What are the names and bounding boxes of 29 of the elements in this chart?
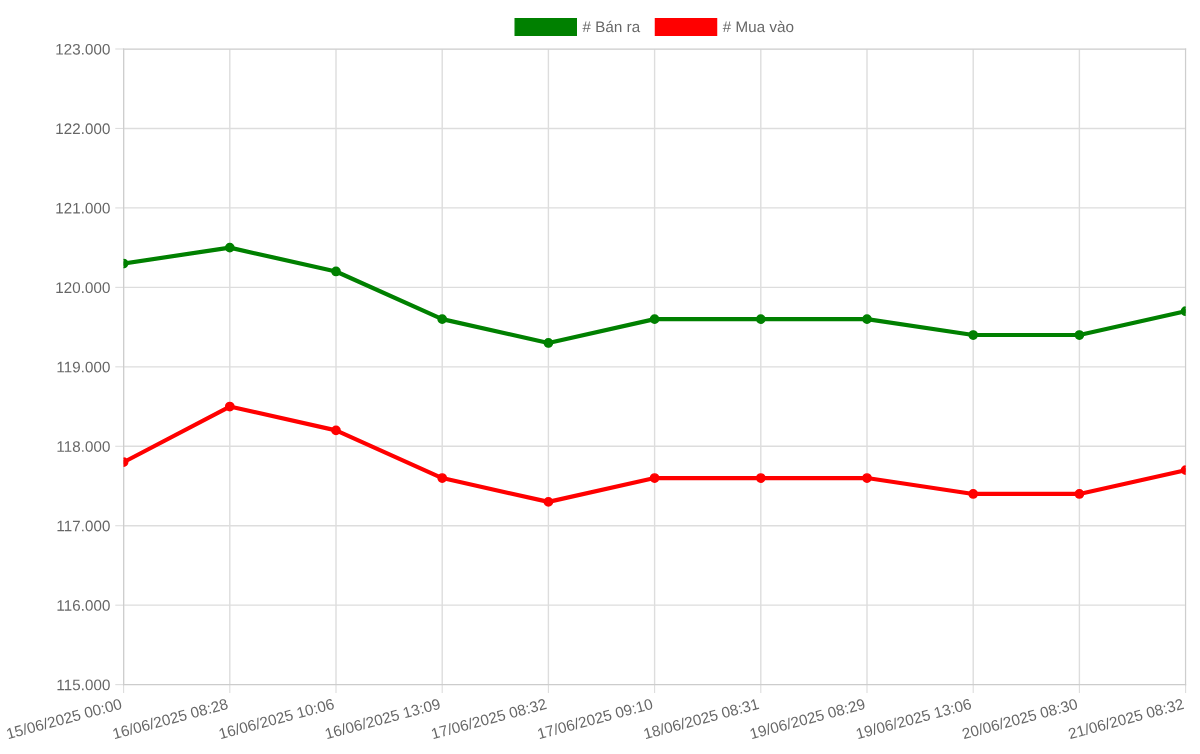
point bbox=[437, 473, 448, 483]
y-tick-label: 116.000 bbox=[57, 600, 110, 611]
point bbox=[543, 338, 554, 348]
point bbox=[1074, 330, 1085, 340]
point bbox=[437, 314, 448, 325]
y-tick-label: 119.000 bbox=[57, 361, 110, 373]
point bbox=[862, 473, 872, 483]
point bbox=[1074, 489, 1085, 499]
y-tick-label: 115.000 bbox=[57, 679, 110, 691]
point bbox=[862, 314, 872, 325]
point bbox=[649, 314, 660, 325]
point bbox=[968, 330, 979, 340]
y-tick-label: 123.000 bbox=[56, 43, 110, 55]
y-tick-label: 121.000 bbox=[56, 202, 110, 214]
point bbox=[968, 489, 979, 499]
point bbox=[755, 314, 766, 325]
point bbox=[755, 473, 766, 483]
point bbox=[331, 266, 341, 277]
point bbox=[224, 401, 235, 412]
point bbox=[224, 242, 235, 253]
legend-label: # Bán ra bbox=[582, 20, 641, 33]
point bbox=[331, 425, 341, 436]
y-tick-label: 117.000 bbox=[57, 520, 110, 532]
point bbox=[543, 497, 554, 507]
point bbox=[649, 473, 660, 483]
y-tick-label: 118.000 bbox=[57, 441, 110, 452]
legend-label: # Mua vào bbox=[722, 20, 794, 33]
y-tick-label: 120.000 bbox=[56, 282, 110, 294]
y-tick-label: 122.000 bbox=[56, 123, 110, 135]
